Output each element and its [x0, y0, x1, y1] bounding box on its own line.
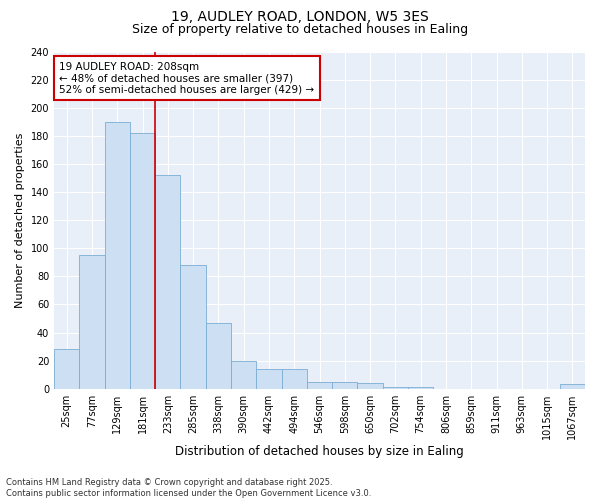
Y-axis label: Number of detached properties: Number of detached properties: [15, 132, 25, 308]
Bar: [231, 360, 256, 388]
Text: Contains HM Land Registry data © Crown copyright and database right 2025.
Contai: Contains HM Land Registry data © Crown c…: [6, 478, 371, 498]
Bar: [155, 175, 181, 388]
Bar: [307, 382, 332, 388]
Bar: [206, 322, 231, 388]
Bar: [332, 382, 358, 388]
Bar: [358, 383, 383, 388]
Bar: [79, 255, 104, 388]
X-axis label: Distribution of detached houses by size in Ealing: Distribution of detached houses by size …: [175, 444, 464, 458]
Bar: [281, 369, 307, 388]
Text: 19, AUDLEY ROAD, LONDON, W5 3ES: 19, AUDLEY ROAD, LONDON, W5 3ES: [171, 10, 429, 24]
Text: Size of property relative to detached houses in Ealing: Size of property relative to detached ho…: [132, 22, 468, 36]
Text: 19 AUDLEY ROAD: 208sqm
← 48% of detached houses are smaller (397)
52% of semi-de: 19 AUDLEY ROAD: 208sqm ← 48% of detached…: [59, 62, 314, 95]
Bar: [560, 384, 585, 388]
Bar: [181, 265, 206, 388]
Bar: [256, 369, 281, 388]
Bar: [130, 133, 155, 388]
Bar: [104, 122, 130, 388]
Bar: [54, 350, 79, 389]
